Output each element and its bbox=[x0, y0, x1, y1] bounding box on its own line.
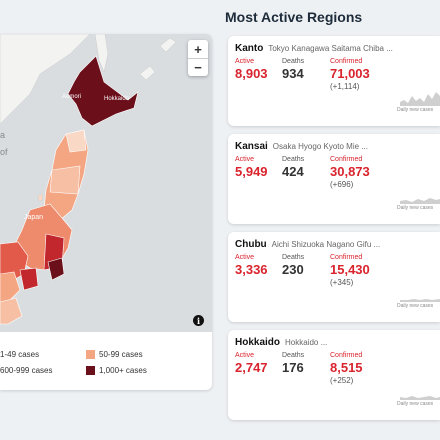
confirmed-value: 71,003 bbox=[330, 66, 370, 81]
legend-label: 600-999 cases bbox=[0, 366, 53, 375]
map-label-hokkaido: Hokkaido bbox=[104, 96, 130, 102]
confirmed-label: Confirmed bbox=[330, 58, 363, 65]
region-header: Kanto Tokyo Kanagawa Saitama Chiba ... bbox=[235, 43, 393, 54]
zoom-in-button[interactable]: + bbox=[194, 41, 202, 57]
deaths-label: Deaths bbox=[282, 156, 305, 163]
region-card-hokkaido[interactable]: Hokkaido Hokkaido ... Active 2,747 Death… bbox=[228, 330, 440, 420]
legend-item: 50-99 cases bbox=[86, 350, 143, 359]
deaths-label: Deaths bbox=[282, 254, 305, 261]
region-prefectures: Osaka Hyogo Kyoto Mie ... bbox=[272, 142, 368, 151]
active-label: Active bbox=[235, 58, 255, 65]
active-value: 5,949 bbox=[235, 164, 268, 179]
confirmed-stat: Confirmed 15,430 (+345) bbox=[330, 254, 370, 287]
region-name: Chubu bbox=[235, 239, 267, 250]
sparkline-graphic bbox=[400, 299, 440, 302]
sparkline-graphic bbox=[400, 92, 440, 106]
japan-map-graphic bbox=[0, 34, 177, 325]
confirmed-stat: Confirmed 71,003 (+1,114) bbox=[330, 58, 370, 91]
legend-item: 1-49 cases bbox=[0, 350, 39, 359]
legend-item: 1,000+ cases bbox=[86, 366, 147, 375]
sparkline-label: Daily new cases bbox=[397, 401, 434, 407]
region-prefectures: Hokkaido ... bbox=[285, 338, 328, 347]
confirmed-delta: (+1,114) bbox=[330, 82, 360, 91]
sparkline-label: Daily new cases bbox=[397, 303, 434, 309]
sparkline-label: Daily new cases bbox=[397, 205, 434, 211]
deaths-value: 176 bbox=[282, 360, 304, 375]
confirmed-value: 8,515 bbox=[330, 360, 363, 375]
zoom-out-button[interactable]: − bbox=[188, 58, 208, 76]
active-stat: Active 8,903 bbox=[235, 58, 268, 81]
zoom-control: + − bbox=[188, 40, 208, 76]
region-name: Kansai bbox=[235, 141, 268, 152]
legend-label: 1-49 cases bbox=[0, 350, 40, 359]
active-value: 3,336 bbox=[235, 262, 268, 277]
map-label-aomori: Aomori bbox=[62, 94, 82, 100]
info-icon[interactable]: i bbox=[193, 315, 204, 326]
deaths-label: Deaths bbox=[282, 352, 305, 359]
map-card: a of Aomori Hokkaido Japan + − i 1-49 ca… bbox=[0, 34, 212, 390]
region-header: Hokkaido Hokkaido ... bbox=[235, 337, 327, 348]
legend-item: 600-999 cases bbox=[0, 366, 52, 375]
active-value: 8,903 bbox=[235, 66, 268, 81]
region-name: Kanto bbox=[235, 43, 264, 54]
active-label: Active bbox=[235, 352, 255, 359]
confirmed-value: 30,873 bbox=[330, 164, 370, 179]
deaths-value: 424 bbox=[282, 164, 304, 179]
confirmed-label: Confirmed bbox=[330, 352, 363, 359]
deaths-value: 230 bbox=[282, 262, 304, 277]
confirmed-value: 15,430 bbox=[330, 262, 370, 277]
confirmed-stat: Confirmed 8,515 (+252) bbox=[330, 352, 363, 385]
active-stat: Active 3,336 bbox=[235, 254, 268, 277]
deaths-stat: Deaths 934 bbox=[282, 58, 304, 81]
confirmed-delta: (+696) bbox=[330, 180, 354, 189]
sea-label: a bbox=[0, 130, 6, 140]
active-stat: Active 2,747 bbox=[235, 352, 268, 375]
confirmed-stat: Confirmed 30,873 (+696) bbox=[330, 156, 370, 189]
confirmed-label: Confirmed bbox=[330, 254, 363, 261]
region-prefectures: Aichi Shizuoka Nagano Gifu ... bbox=[271, 240, 381, 249]
region-card-chubu[interactable]: Chubu Aichi Shizuoka Nagano Gifu ... Act… bbox=[228, 232, 440, 322]
map-label-japan: Japan bbox=[24, 214, 44, 221]
sparkline-graphic bbox=[400, 396, 440, 400]
sparkline-label: Daily new cases bbox=[397, 107, 434, 113]
region-header: Kansai Osaka Hyogo Kyoto Mie ... bbox=[235, 141, 368, 152]
legend-swatch bbox=[86, 350, 95, 359]
legend-label: 50-99 cases bbox=[99, 350, 143, 359]
region-header: Chubu Aichi Shizuoka Nagano Gifu ... bbox=[235, 239, 380, 250]
region-name: Hokkaido bbox=[235, 337, 281, 348]
deaths-stat: Deaths 424 bbox=[282, 156, 304, 179]
active-stat: Active 5,949 bbox=[235, 156, 268, 179]
section-title: Most Active Regions bbox=[225, 9, 363, 25]
confirmed-delta: (+252) bbox=[330, 376, 354, 385]
active-label: Active bbox=[235, 156, 255, 163]
confirmed-label: Confirmed bbox=[330, 156, 363, 163]
deaths-label: Deaths bbox=[282, 58, 305, 65]
deaths-stat: Deaths 176 bbox=[282, 352, 304, 375]
sparkline-graphic bbox=[400, 198, 440, 204]
deaths-value: 934 bbox=[282, 66, 304, 81]
region-prefectures: Tokyo Kanagawa Saitama Chiba ... bbox=[268, 44, 393, 53]
deaths-stat: Deaths 230 bbox=[282, 254, 304, 277]
active-label: Active bbox=[235, 254, 255, 261]
legend-label: 1,000+ cases bbox=[99, 366, 147, 375]
sea-label: of bbox=[0, 147, 8, 157]
region-card-kanto[interactable]: Kanto Tokyo Kanagawa Saitama Chiba ... A… bbox=[228, 36, 440, 126]
confirmed-delta: (+345) bbox=[330, 278, 354, 287]
choropleth-map[interactable]: a of Aomori Hokkaido Japan + − i bbox=[0, 34, 212, 332]
active-value: 2,747 bbox=[235, 360, 268, 375]
region-card-kansai[interactable]: Kansai Osaka Hyogo Kyoto Mie ... Active … bbox=[228, 134, 440, 224]
legend-swatch bbox=[86, 366, 95, 375]
